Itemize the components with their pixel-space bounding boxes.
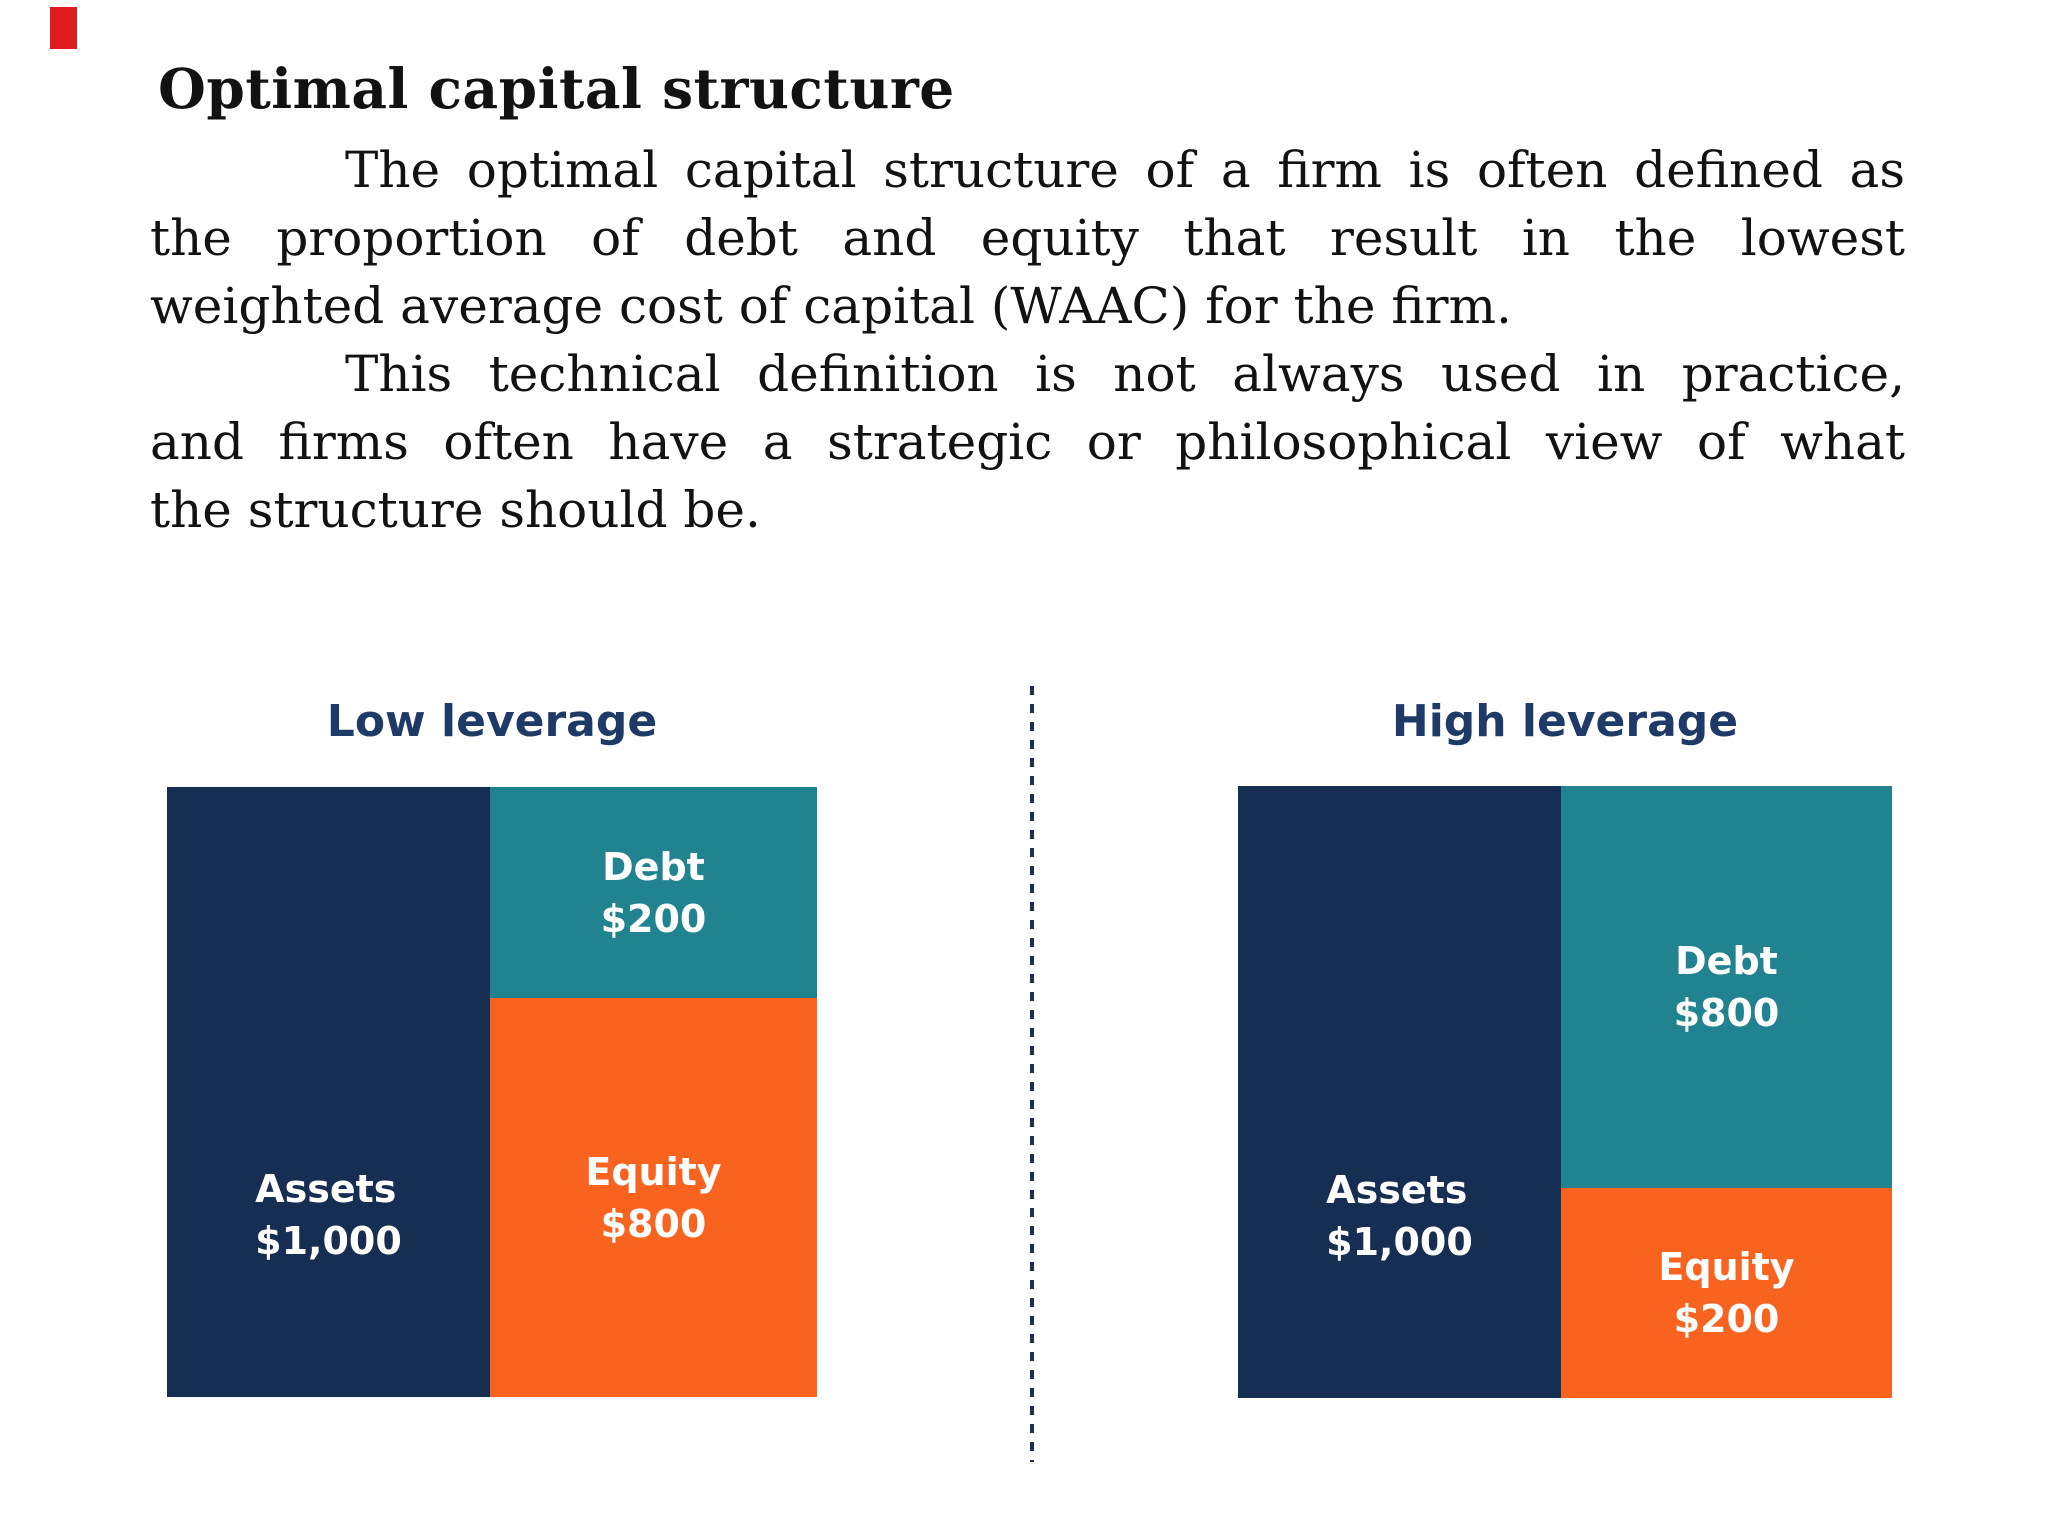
assets-label-text: Assets xyxy=(255,1167,397,1211)
low-debt-label: Debt $200 xyxy=(601,841,707,945)
equity-label-text: Equity xyxy=(585,1149,722,1194)
body-text: The optimal capital structure of a firm … xyxy=(150,136,1905,544)
high-debt-label: Debt $800 xyxy=(1674,935,1780,1039)
high-equity-segment: Equity $200 xyxy=(1561,1188,1892,1398)
assets-value-text: $1,000 xyxy=(1326,1220,1473,1264)
equity-value-text: $200 xyxy=(1673,1297,1780,1341)
paragraph-1-line-2: the proportion of debt and equity that r… xyxy=(150,209,1905,267)
dotted-divider xyxy=(1030,686,1034,1462)
high-assets-segment: Assets $1,000 xyxy=(1238,786,1561,1398)
paragraph-1-line-3: weighted average cost of capital (WAAC) … xyxy=(150,277,1512,335)
equity-label-text: Equity xyxy=(1658,1245,1795,1289)
high-debt-segment: Debt $800 xyxy=(1561,786,1892,1188)
low-equity-label: Equity $800 xyxy=(585,1146,721,1250)
low-debt-segment: Debt $200 xyxy=(490,787,817,998)
assets-label-text: Assets xyxy=(1326,1168,1468,1212)
paragraph-2-line-1: This technical definition is not always … xyxy=(345,345,1905,403)
high-assets-label: Assets $1,000 xyxy=(1326,1164,1473,1398)
low-right-column: Debt $200 Equity $800 xyxy=(490,787,817,1397)
low-equity-segment: Equity $800 xyxy=(490,998,817,1397)
paragraph-2-line-3: the structure should be. xyxy=(150,481,761,539)
high-leverage-title: High leverage xyxy=(1391,696,1739,747)
high-leverage-diagram: Assets $1,000 Debt $800 Equity $200 xyxy=(1238,786,1892,1398)
low-leverage-title: Low leverage xyxy=(326,696,658,747)
equity-value-text: $800 xyxy=(600,1201,707,1246)
low-assets-segment: Assets $1,000 xyxy=(167,787,490,1397)
low-assets-label: Assets $1,000 xyxy=(255,1163,402,1397)
assets-value-text: $1,000 xyxy=(255,1219,402,1263)
high-equity-label: Equity $200 xyxy=(1658,1241,1794,1345)
red-accent-bar xyxy=(50,7,77,49)
high-right-column: Debt $800 Equity $200 xyxy=(1561,786,1892,1398)
page-title: Optimal capital structure xyxy=(158,56,955,121)
paragraph-1-line-1: The optimal capital structure of a firm … xyxy=(345,141,1905,199)
debt-value-text: $800 xyxy=(1673,991,1780,1035)
debt-label-text: Debt xyxy=(602,844,705,889)
debt-value-text: $200 xyxy=(600,896,707,941)
low-leverage-diagram: Assets $1,000 Debt $200 Equity $800 xyxy=(167,787,817,1397)
debt-label-text: Debt xyxy=(1675,939,1778,983)
paragraph-2-line-2: and firms often have a strategic or phil… xyxy=(150,413,1905,471)
